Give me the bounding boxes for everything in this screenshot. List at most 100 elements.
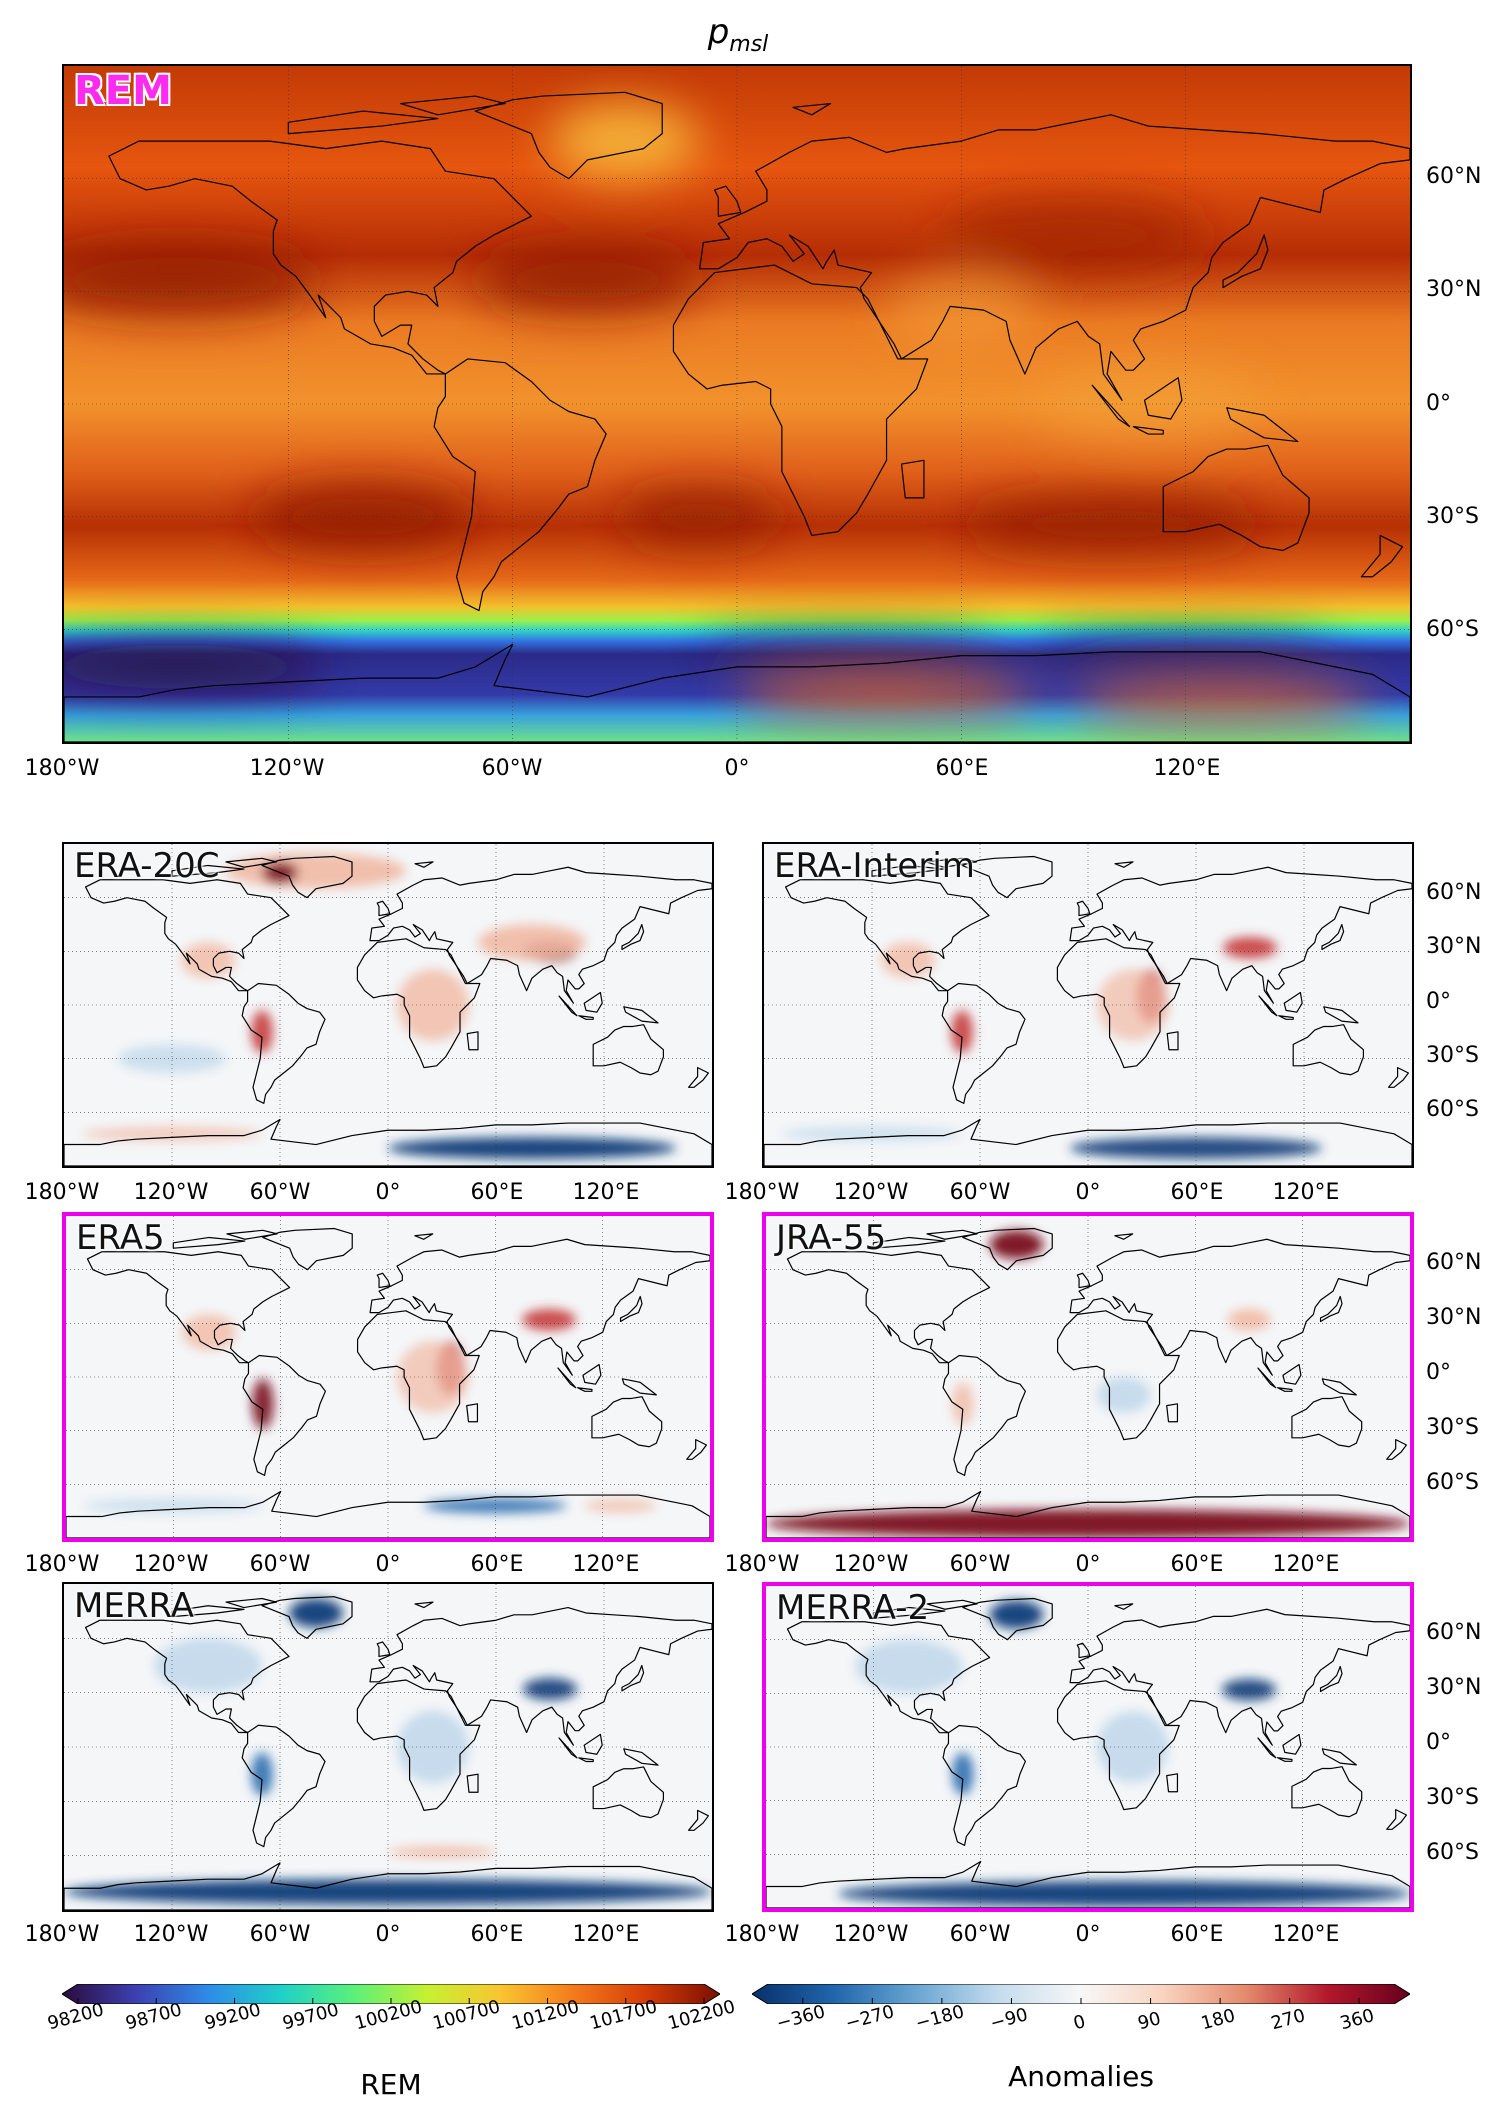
coastline <box>1077 1643 1090 1657</box>
lon-tick: 180°W <box>24 1180 100 1205</box>
lat-tick: 0° <box>1426 391 1451 416</box>
coastline <box>1258 1368 1276 1388</box>
coastline <box>262 1597 352 1639</box>
coastline <box>1387 1440 1407 1460</box>
coastline <box>943 1356 1025 1476</box>
lon-tick: 60°W <box>949 1180 1011 1205</box>
colorbar-tick-label: 99700 <box>280 1999 341 2035</box>
coastline <box>467 1032 478 1050</box>
coastline <box>786 880 989 991</box>
lon-tick: 60°W <box>249 1552 311 1577</box>
coastlines <box>64 857 712 1166</box>
lon-tick: 0° <box>724 756 750 781</box>
colorbar-tick-label: 270 <box>1268 2005 1308 2035</box>
coastline <box>242 984 325 1104</box>
lon-tick: 120°W <box>833 1180 909 1205</box>
lon-tick: 60°E <box>1170 1922 1224 1947</box>
coastlines <box>764 857 1412 1166</box>
coastline <box>1227 408 1298 442</box>
coastline <box>64 1119 712 1166</box>
anomaly-positive <box>766 1509 1410 1538</box>
coastline <box>415 862 433 867</box>
coastline <box>584 992 602 1012</box>
map-panel-erainterim: ERA-Interim <box>762 842 1414 1168</box>
coastline <box>687 1440 707 1460</box>
pressure-high <box>737 678 1037 716</box>
coastline <box>1058 1311 1180 1440</box>
figure-title: pmsl <box>707 12 769 57</box>
anomaly-negative <box>423 1498 567 1513</box>
anomaly-negative <box>64 1879 712 1905</box>
coastline <box>872 865 944 876</box>
map-panel-jra55: JRA-55 <box>762 1212 1414 1542</box>
lat-tick: 60°N <box>1426 1620 1482 1645</box>
lat-tick: 30°N <box>1426 1305 1482 1330</box>
coastline <box>624 1007 658 1023</box>
coastline <box>1057 939 1179 1068</box>
coastline <box>1387 1810 1407 1830</box>
coastline <box>370 1608 712 1746</box>
coastlines <box>64 1597 712 1910</box>
coastline <box>415 1602 433 1607</box>
coastline <box>943 1726 1025 1846</box>
anomaly-negative <box>952 1752 974 1796</box>
lon-tick: 60°E <box>1170 1180 1224 1205</box>
anomaly-negative <box>388 1137 676 1159</box>
lat-tick: 60°S <box>1426 1470 1479 1495</box>
lon-tick: 120°E <box>572 1180 640 1205</box>
coastline <box>1092 385 1129 426</box>
map-panel-merra: MERRA <box>62 1582 714 1912</box>
coastline <box>1283 1364 1301 1384</box>
map-panel-era5: ERA5 <box>62 1212 714 1542</box>
anomaly-positive <box>1227 1309 1271 1331</box>
coastline <box>1223 235 1268 288</box>
coastline <box>109 141 531 374</box>
lat-tick: 60°S <box>1426 1840 1479 1865</box>
map-panel-rem: REM <box>62 64 1412 744</box>
lon-tick: 120°E <box>1272 1922 1340 1947</box>
coastline <box>288 111 438 134</box>
coastline <box>1258 1738 1276 1758</box>
coastline <box>86 1620 289 1732</box>
coastline <box>1167 1032 1178 1050</box>
colorbar-tick-label: −180 <box>913 2001 967 2035</box>
coastline <box>1293 1025 1363 1075</box>
pressure-low <box>64 644 326 690</box>
lon-tick: 120°W <box>133 1180 209 1205</box>
panel-label: MERRA-2 <box>776 1588 930 1628</box>
lon-tick: 60°W <box>249 1180 311 1205</box>
coastline <box>873 1607 945 1618</box>
lon-tick: 120°E <box>1272 1180 1340 1205</box>
lat-tick: 60°N <box>1426 880 1482 905</box>
lon-tick: 60°E <box>470 1922 524 1947</box>
map-merra <box>64 1584 712 1910</box>
colorbar-tick-label: 99200 <box>201 1999 263 2035</box>
map-jra55 <box>766 1216 1410 1538</box>
coastlines <box>66 1229 710 1538</box>
lat-tick: 0° <box>1426 989 1451 1014</box>
anomaly-negative <box>837 1881 1410 1907</box>
coastlines <box>64 92 1410 742</box>
map-rem <box>64 66 1410 742</box>
coastline <box>262 857 352 898</box>
lon-tick: 0° <box>1075 1552 1101 1577</box>
panel-label: JRA-55 <box>776 1218 887 1258</box>
anomaly-positive <box>522 1309 576 1331</box>
coastline <box>1278 1758 1292 1762</box>
coastline <box>66 1491 710 1538</box>
coastline <box>622 1666 644 1691</box>
colorbar-tick-label: −270 <box>843 2001 897 2035</box>
coastline <box>1070 1609 1410 1745</box>
lat-tick: 30°N <box>1426 934 1482 959</box>
coastline <box>1167 1404 1178 1422</box>
anomaly-positive <box>989 1230 1044 1259</box>
colorbar-rem <box>62 1984 720 2004</box>
colorbar-tick-label: −90 <box>988 2004 1031 2035</box>
coastline <box>1167 1774 1178 1792</box>
coastline <box>1322 1749 1356 1765</box>
lat-tick: 30°N <box>1426 1675 1482 1700</box>
coastline <box>583 1364 601 1384</box>
coastline <box>172 1606 244 1617</box>
lon-tick: 120°W <box>133 1552 209 1577</box>
lat-tick: 60°S <box>1426 1097 1479 1122</box>
